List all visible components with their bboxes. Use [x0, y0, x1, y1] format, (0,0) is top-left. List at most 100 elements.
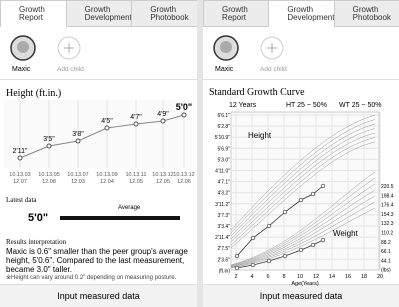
point-label: 3'8" [72, 131, 84, 138]
average: Average [118, 205, 140, 211]
y2-tick-label: 66.1 [381, 249, 391, 255]
y-tick-label: 5'10.9" [215, 135, 230, 141]
x-tick-label: 2 [234, 274, 237, 280]
avatar-face [220, 41, 232, 53]
results-title: Results interpretation [6, 238, 66, 246]
tab[interactable]: Growth Photobook [131, 0, 197, 27]
latest-value: 5'0" [28, 212, 48, 224]
date: 12.08 [42, 179, 56, 185]
y-tick-label: 6'6.1" [218, 113, 231, 119]
x-tick-label: 6 [266, 274, 269, 280]
point [134, 122, 138, 126]
results-text[interactable]: Maxic is 0.6" smaller than the peer grou… [6, 247, 192, 274]
weight-point [311, 243, 315, 247]
date: 10.13.11 [125, 172, 146, 178]
date: 10.13.12 [173, 172, 194, 178]
y2-tick-label: 132.3 [381, 221, 394, 227]
y2-tick-label: 44.1 [381, 258, 391, 264]
latest-bar [60, 216, 180, 220]
date: 10.13.12 [152, 172, 173, 178]
left-panel: Growth ReportGrowth DevelopmentGrowth Ph… [0, 0, 197, 307]
y2-tick-label: 198.4 [381, 193, 394, 199]
x-label: Age(Years) [291, 281, 318, 287]
date: 10.13.07 [67, 172, 88, 178]
date: 12.05 [129, 179, 143, 185]
y-tick-label: 3'11.2" [215, 202, 230, 208]
weight-point [235, 266, 239, 270]
point [161, 119, 165, 123]
height-point [321, 184, 325, 188]
point [47, 144, 51, 148]
date: 12.04 [100, 179, 114, 185]
point-label: 5'0" [176, 102, 192, 112]
divider [0, 79, 197, 80]
latest-title: Latest data [6, 196, 37, 204]
tab[interactable]: Growth Photobook [334, 0, 399, 27]
height-title: Height (ft.in.) [6, 88, 61, 99]
add-child[interactable]: Add child [260, 66, 287, 73]
tab[interactable]: Growth Report [0, 0, 67, 27]
point [105, 126, 109, 130]
x-tick-label: 10 [297, 274, 303, 280]
point [182, 113, 186, 117]
button[interactable]: Input measured data [0, 284, 197, 307]
y-tick-label: 6'2.8" [218, 124, 231, 130]
date: 10.13.09 [96, 172, 117, 178]
x-tick-label: 12 [313, 274, 319, 280]
y-tick-label: 2'3.6" [218, 257, 231, 263]
date: 12.05 [156, 179, 170, 185]
x-tick-label: 8 [282, 274, 285, 280]
point-label: 2'11" [13, 148, 28, 155]
tab[interactable]: Growth Development [268, 0, 334, 27]
y-tick-label: 3'7.3" [218, 213, 231, 219]
x-tick-label: 18 [361, 274, 367, 280]
y2-tick-label: 176.4 [381, 203, 394, 209]
height-point [299, 198, 303, 202]
weight-label: Weight [333, 229, 359, 238]
y-tick-label: 5'3.0" [218, 157, 231, 163]
weight-point [321, 238, 325, 242]
weight-point [251, 263, 255, 267]
date: 10.13.05 [38, 172, 59, 178]
screen: Growth ReportGrowth DevelopmentGrowth Ph… [0, 0, 399, 307]
curve-title: Standard Growth Curve [209, 87, 305, 98]
y-tick-label: 2'11.4" [215, 235, 230, 241]
point-label: 4'7" [130, 114, 142, 121]
point [76, 139, 80, 143]
date: 10.13.03 [9, 172, 30, 178]
point [18, 156, 22, 160]
tab[interactable]: Growth Development [66, 0, 133, 27]
y-tick-label: 5'6.9" [218, 146, 231, 152]
y2-tick-label: 88.2 [381, 240, 391, 246]
date: 12.03 [71, 179, 85, 185]
y2-tick-label: 110.2 [381, 231, 393, 237]
height-point [251, 236, 255, 240]
date: 12.07 [13, 179, 27, 185]
height-point [235, 254, 239, 258]
child-name[interactable]: Maxic [215, 66, 233, 73]
child-name[interactable]: Maxic [12, 66, 30, 73]
height-point [311, 192, 315, 196]
growth-chart: 6'6.1"6'2.8"5'10.9"5'6.9"5'3.0"4'11.0"4'… [203, 108, 399, 307]
weight-point [267, 259, 271, 263]
weight-point [283, 254, 287, 258]
tab[interactable]: Growth Report [203, 0, 269, 27]
point-label: 3'5" [43, 136, 55, 143]
divider [203, 79, 399, 80]
date: 12.06 [177, 179, 191, 185]
x-tick-label: 16 [345, 274, 351, 280]
avatar-face [17, 41, 29, 53]
y2-tick-label: 154.3 [381, 212, 394, 218]
height-point [267, 224, 271, 228]
y-tick-label: 3'3.4" [218, 224, 231, 230]
weight-point [299, 248, 303, 252]
point-label: 4'5" [101, 118, 113, 125]
x-tick-label: 4 [250, 274, 253, 280]
y2-tick-label: 220.5 [381, 184, 394, 190]
height-point [283, 210, 287, 214]
x-tick-label: 20 [377, 274, 383, 280]
note: ※Height can vary around 0.2" depending o… [6, 275, 192, 282]
add-child[interactable]: Add child [57, 66, 84, 73]
